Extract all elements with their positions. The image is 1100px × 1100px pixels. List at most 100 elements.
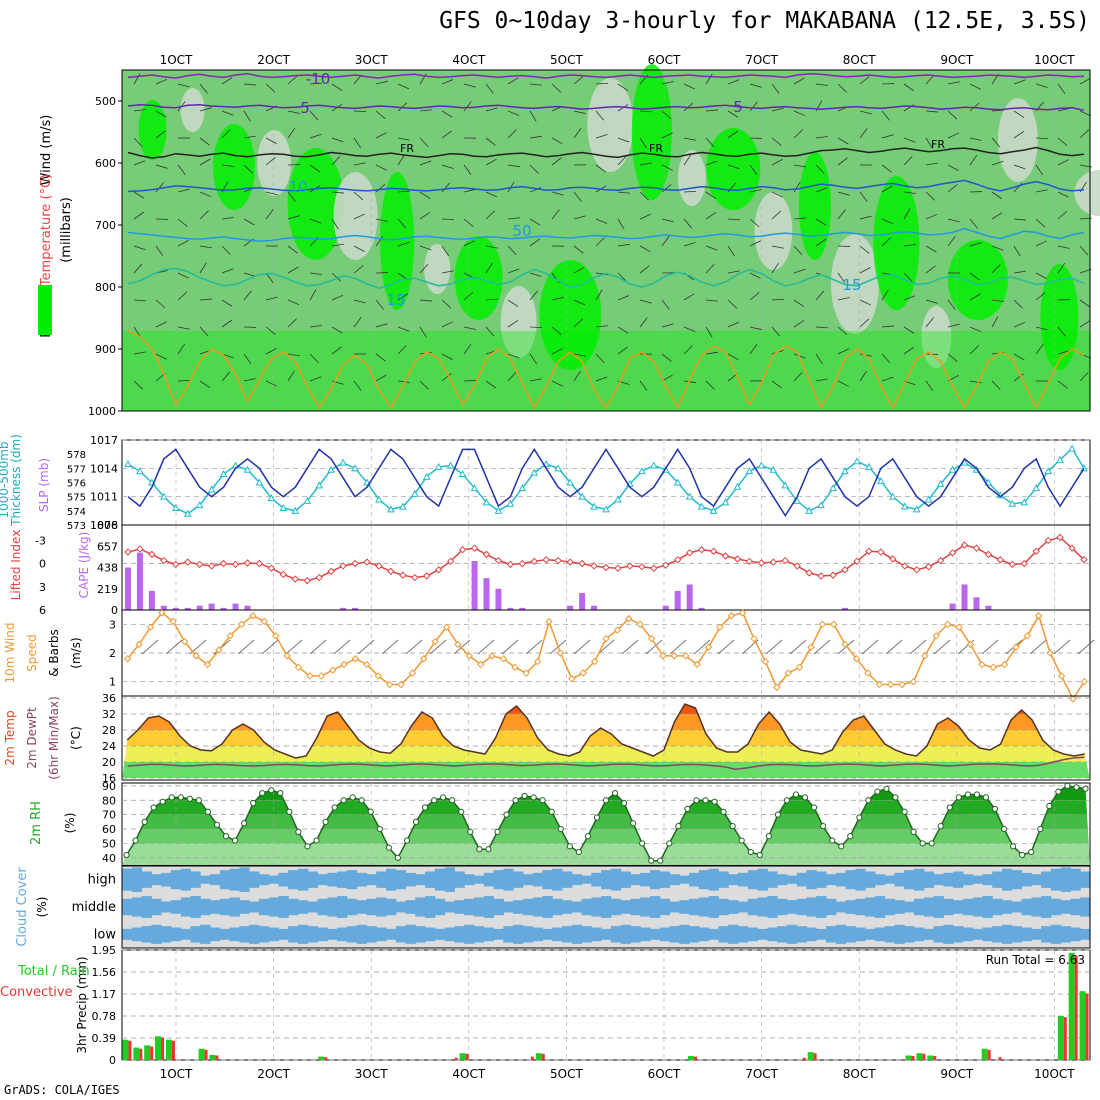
thickness-tick-label: 574 xyxy=(67,507,86,518)
precip-panel xyxy=(121,949,1091,1061)
rh-line-point xyxy=(1000,825,1008,833)
cloud-cell-middle xyxy=(190,896,201,918)
cape-bar xyxy=(985,605,992,610)
pressure-tick-label: 500 xyxy=(95,95,116,108)
cloud-cell-low xyxy=(190,926,201,943)
wind-barb xyxy=(309,133,322,139)
cape-bar xyxy=(662,605,669,610)
thickness-line-point xyxy=(602,505,610,513)
cloud-units-ylabel: (%) xyxy=(35,897,49,918)
cloud-cell-middle xyxy=(630,898,641,916)
thickness-line-point xyxy=(721,498,730,506)
cloud-cell-middle xyxy=(826,898,837,916)
cloud-cell-high xyxy=(376,871,387,888)
x-tick-label-top: 2OCT xyxy=(257,53,290,67)
slp-tick-label: 1014 xyxy=(90,462,118,475)
wind-barb xyxy=(771,83,780,94)
thickness-line-point xyxy=(566,478,574,486)
cloud-cell-high xyxy=(738,872,749,887)
cloud-cell-high xyxy=(894,872,905,887)
isotherm-15 xyxy=(127,267,1085,289)
rh-band xyxy=(122,843,1090,865)
thickness-line-point xyxy=(243,465,252,473)
rh-line-point xyxy=(177,794,184,801)
x-tick-label-top: 1OCT xyxy=(160,53,193,67)
thickness-line-point xyxy=(279,503,288,511)
wind-barb xyxy=(243,378,256,382)
rh-line-point xyxy=(186,795,193,802)
cloud-cell-middle xyxy=(219,898,231,916)
wind-barb xyxy=(859,215,872,220)
cloud-layer-label: low xyxy=(94,927,117,942)
wind-barb xyxy=(199,210,209,220)
wind-barb xyxy=(1035,83,1048,88)
cloud-cell-low xyxy=(395,926,407,943)
thickness-line-point xyxy=(482,498,491,506)
thickness-line-point xyxy=(171,503,180,511)
cloud-cell-low xyxy=(1070,927,1081,942)
lifted-index-line-point xyxy=(315,573,323,582)
cloud-cell-high xyxy=(337,871,348,888)
cloud-cell-high xyxy=(933,874,944,886)
profile-ylabel-temp: Temperature (°C) xyxy=(39,174,54,287)
rh-line-point xyxy=(593,814,601,821)
wind-speed-line-point xyxy=(499,655,508,663)
wind-speed-line-point xyxy=(704,643,713,651)
cloud-cell-low xyxy=(923,928,935,940)
thickness-line-point xyxy=(685,492,694,500)
wind-barb xyxy=(309,272,322,275)
cloud-cell-low xyxy=(718,926,729,943)
run-total-label: Run Total = 6.63 xyxy=(986,953,1085,967)
surface-wind-barb xyxy=(501,639,519,655)
temperature-tick-label: 36 xyxy=(102,692,116,705)
wind-barb xyxy=(1013,321,1026,328)
wind-barb xyxy=(199,298,212,301)
wind-barb xyxy=(331,346,342,355)
cloud-cell-low xyxy=(542,928,553,940)
wind-barb xyxy=(859,370,868,382)
cloud-layer-label: middle xyxy=(72,900,116,915)
wind-barb xyxy=(837,209,846,220)
wind-barb xyxy=(639,317,648,328)
precip-total-bar xyxy=(535,1053,542,1060)
rh-line-point xyxy=(512,797,519,804)
wind-barb xyxy=(749,164,758,176)
cloud-cell-low xyxy=(757,928,768,940)
x-tick-label-top: 9OCT xyxy=(940,53,973,67)
cloud-cell-middle xyxy=(1041,896,1052,918)
lifted-index-line-point xyxy=(721,552,730,560)
cloud-cell-low xyxy=(327,928,338,940)
thickness-line-point xyxy=(769,465,778,473)
cloud-cell-middle xyxy=(474,897,485,917)
lifted-index-line-point xyxy=(948,549,957,557)
lifted-index-line-point xyxy=(1056,533,1064,542)
wind-barb xyxy=(507,129,517,139)
rh-line-point xyxy=(964,791,971,798)
cloud-cell-high xyxy=(493,870,504,890)
wind-speed-line-point xyxy=(226,632,234,640)
wind-barb xyxy=(529,353,538,365)
wind-barb xyxy=(441,245,450,257)
cloud-cell-middle xyxy=(904,901,915,913)
wind-barb xyxy=(1035,189,1048,193)
wind-speed-line-point xyxy=(283,652,291,660)
cloud-cell-middle xyxy=(493,898,504,916)
cloud-cell-low xyxy=(845,926,856,943)
wind-barb xyxy=(859,191,868,202)
wind-barb xyxy=(375,132,387,139)
precip-total-bar xyxy=(459,1053,466,1060)
rh-line-point xyxy=(322,818,329,825)
cloud-cell-middle xyxy=(483,896,495,918)
wind-barb xyxy=(441,321,454,328)
cloud-cell-middle xyxy=(327,897,338,917)
wind-barb xyxy=(441,218,455,221)
lifted-index-line-point xyxy=(745,557,754,566)
lifted-index-line-point xyxy=(219,559,228,568)
rh-tick-label: 50 xyxy=(102,837,116,850)
cloud-cell-low xyxy=(474,926,485,943)
lifted-index-line-point xyxy=(996,556,1005,564)
rh-patch-dry xyxy=(424,244,451,294)
lifted-index-line-point xyxy=(1008,560,1017,569)
pressure-tick-label: 600 xyxy=(95,157,116,170)
rh-line-point xyxy=(1064,782,1071,789)
